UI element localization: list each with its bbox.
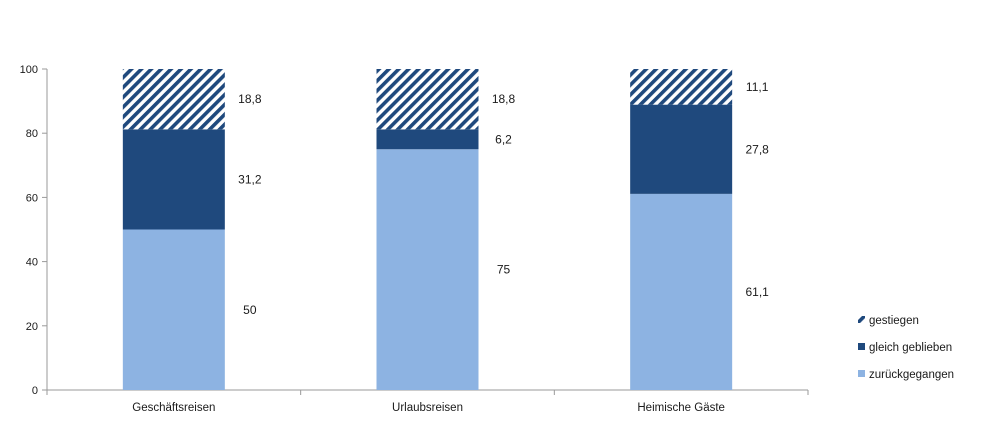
legend-swatch <box>858 343 865 350</box>
bar-segment-gestiegen <box>122 69 225 130</box>
data-label: 18,8 <box>492 92 516 106</box>
y-tick-label: 80 <box>26 128 38 140</box>
x-category-label: Urlaubsreisen <box>392 402 463 414</box>
legend: gestiegen gleich geblieben zurückgegangen <box>858 315 954 381</box>
x-category-label: Heimische Gäste <box>637 402 725 414</box>
data-label: 6,2 <box>495 132 512 146</box>
legend-swatch <box>858 316 865 323</box>
data-label: 18,8 <box>238 92 262 106</box>
legend-label: gleich geblieben <box>869 342 952 354</box>
data-label: 31,2 <box>238 172 262 186</box>
axis-layer: 0 20 40 60 80 100 Geschäftsreisen Urlaubsreisen… <box>20 64 809 414</box>
data-label: 11,1 <box>746 80 769 94</box>
bar-segment-gestiegen <box>630 69 733 105</box>
data-label: 61,1 <box>745 285 769 299</box>
bar-layer <box>122 69 733 390</box>
data-label: 50 <box>243 303 257 317</box>
data-label: 75 <box>497 263 511 277</box>
bar-segment-gleich-geblieben <box>630 104 733 194</box>
legend-swatch <box>858 370 865 377</box>
y-tick-label: 0 <box>32 385 38 397</box>
y-tick-label: 100 <box>20 64 38 76</box>
y-tick-label: 40 <box>26 257 38 269</box>
legend-label: gestiegen <box>869 315 919 327</box>
legend-label: zurückgegangen <box>869 369 954 381</box>
data-label-layer: 50 31,2 18,8 75 6,2 18,8 61,1 27,8 11,1 <box>238 80 769 317</box>
y-tick-label: 60 <box>26 192 38 204</box>
bar-segment-gleich-geblieben <box>376 129 479 150</box>
data-label: 27,8 <box>745 142 769 156</box>
x-category-label: Geschäftsreisen <box>132 402 215 414</box>
bar-segment-zurückgegangen <box>630 193 733 390</box>
bar-segment-zurückgegangen <box>376 149 479 390</box>
bar-segment-gleich-geblieben <box>122 129 225 230</box>
bar-segment-zurückgegangen <box>122 229 225 390</box>
bar-segment-gestiegen <box>376 69 479 130</box>
y-tick-label: 20 <box>26 321 38 333</box>
